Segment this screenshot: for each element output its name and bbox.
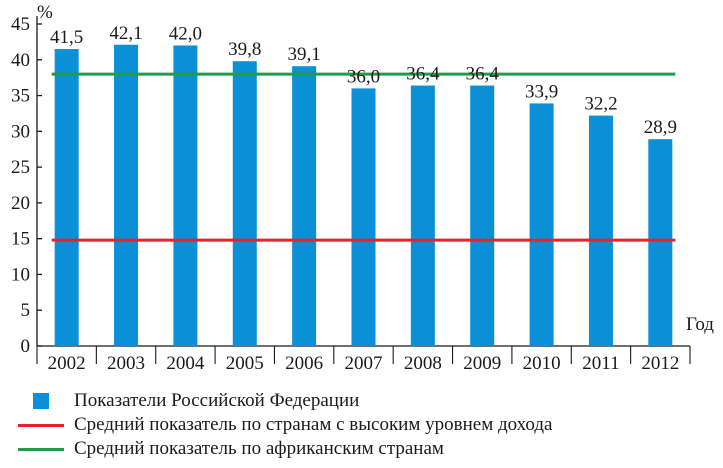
data-labels: 41,5 42,1 42,0 39,8 39,1 36,0 36,4 36,4 33,9 32,2… xyxy=(50,23,677,138)
data-label: 32,2 xyxy=(584,94,617,115)
x-tick-label: 2009 xyxy=(463,353,501,374)
y-tick-label: 45 xyxy=(11,14,30,35)
data-label: 36,4 xyxy=(466,64,500,85)
x-axis-title: Год xyxy=(686,314,714,335)
x-tick-label: 2008 xyxy=(404,353,442,374)
bar xyxy=(292,66,317,347)
y-tick-label: 30 xyxy=(11,121,30,142)
legend-label-russia: Показатели Российской Федерации xyxy=(74,390,360,411)
x-tick-label: 2012 xyxy=(641,353,679,374)
legend-label-africa: Средний показатель по африканским страна… xyxy=(74,438,444,459)
x-tick-label: 2007 xyxy=(345,353,383,374)
x-tick-label: 2011 xyxy=(582,353,619,374)
x-tick-label: 2005 xyxy=(226,353,264,374)
bar xyxy=(410,85,435,346)
bars xyxy=(54,44,673,347)
data-label: 41,5 xyxy=(50,27,83,48)
y-tick-label: 15 xyxy=(11,229,30,250)
bar xyxy=(351,88,376,347)
data-label: 28,9 xyxy=(644,117,677,138)
y-axis: 0 5 10 15 20 25 30 35 40 45 xyxy=(11,14,42,357)
data-label: 36,4 xyxy=(406,64,440,85)
bar xyxy=(588,115,613,346)
y-tick-label: 25 xyxy=(11,157,30,178)
legend-swatch-africa xyxy=(18,447,64,451)
legend-label-high-income: Средний показатель по странам с высоким … xyxy=(74,414,553,435)
bar xyxy=(529,103,554,346)
bar xyxy=(648,139,673,346)
bar xyxy=(173,45,198,346)
legend: Показатели Российской Федерации Средний … xyxy=(18,389,553,461)
x-tick-label: 2004 xyxy=(166,353,205,374)
x-tick-label: 2010 xyxy=(523,353,561,374)
x-tick-label: 2003 xyxy=(107,353,145,374)
bar xyxy=(54,49,79,347)
y-tick-label: 5 xyxy=(21,300,31,321)
x-axis: 2002 2003 2004 2005 2006 2007 2008 2009 2010 2011… xyxy=(36,345,691,374)
legend-item-russia: Показатели Российской Федерации xyxy=(18,389,553,413)
reference-lines xyxy=(51,72,676,242)
bar xyxy=(232,61,257,346)
data-label: 42,0 xyxy=(169,23,202,44)
y-tick-label: 40 xyxy=(11,50,30,71)
legend-item-africa: Средний показатель по африканским страна… xyxy=(18,437,553,461)
data-label: 33,9 xyxy=(525,81,558,102)
y-tick-label: 0 xyxy=(21,336,31,357)
bar xyxy=(114,44,139,347)
y-axis-unit-label: % xyxy=(37,2,53,23)
x-tick-label: 2002 xyxy=(48,353,86,374)
legend-swatch-high-income xyxy=(18,423,64,427)
legend-swatch-russia xyxy=(33,393,49,409)
y-tick-label: 35 xyxy=(11,86,30,107)
y-tick-label: 10 xyxy=(11,264,30,285)
data-label: 39,8 xyxy=(228,39,261,60)
legend-item-high-income: Средний показатель по странам с высоким … xyxy=(18,413,553,437)
data-label: 39,1 xyxy=(288,44,321,65)
data-label: 36,0 xyxy=(347,66,380,87)
y-tick-label: 20 xyxy=(11,193,30,214)
data-label: 42,1 xyxy=(109,23,142,44)
x-tick-label: 2006 xyxy=(285,353,323,374)
bar xyxy=(470,85,495,346)
